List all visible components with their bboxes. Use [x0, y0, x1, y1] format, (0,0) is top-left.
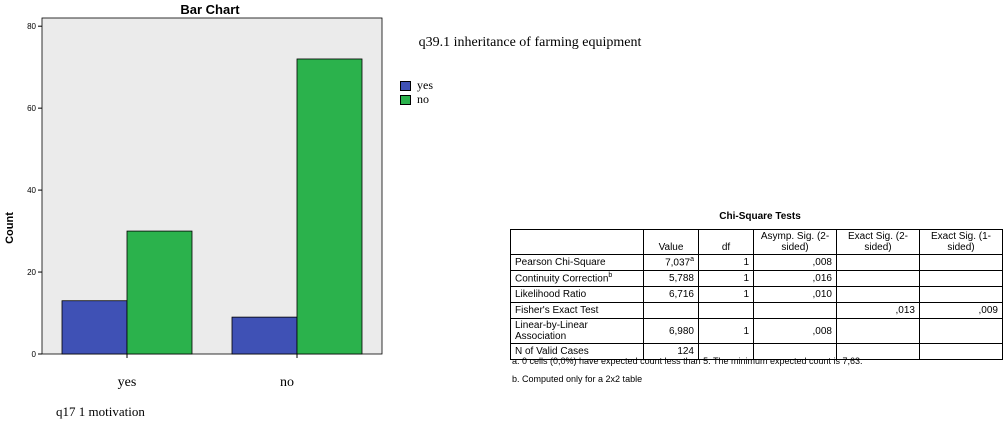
y-tick-label: 0 [32, 350, 37, 359]
cell-exact2 [836, 254, 920, 271]
cell-asymp: ,016 [753, 270, 837, 287]
cell-asymp [753, 302, 837, 319]
row-label: Linear-by-Linear Association [510, 318, 644, 344]
cell-df: 1 [698, 286, 754, 303]
cell-value [643, 302, 699, 319]
legend-item-no: no [400, 92, 429, 107]
cell-value: 5,788 [643, 270, 699, 287]
header-empty [510, 229, 644, 255]
header-exact-sig-1: Exact Sig. (1-sided) [919, 229, 1003, 255]
table-row: Likelihood Ratio 6,716 1 ,010 [510, 286, 1003, 303]
row-label: N of Valid Cases [510, 343, 644, 360]
cell-df: 1 [698, 318, 754, 344]
chart-title: Bar Chart [180, 2, 240, 17]
footnote-b: b. Computed only for a 2x2 table [512, 374, 643, 384]
bar-no-yes [126, 230, 193, 355]
cell-exact2 [836, 286, 920, 303]
table-row: Linear-by-Linear Association 6,980 1 ,00… [510, 318, 1003, 344]
cell-exact1 [919, 343, 1003, 360]
header-value: Value [643, 229, 699, 255]
header-exact-sig-2: Exact Sig. (2-sided) [836, 229, 920, 255]
table-row: Continuity Correctionb 5,788 1 ,016 [510, 270, 1003, 287]
cell-asymp: ,010 [753, 286, 837, 303]
cell-df [698, 302, 754, 319]
legend-label-no: no [417, 92, 429, 106]
table-header-row: Value df Asymp. Sig. (2-sided) Exact Sig… [510, 229, 1003, 255]
table-row: Pearson Chi-Square 7,037a 1 ,008 [510, 254, 1003, 271]
y-tick-label: 60 [27, 104, 36, 113]
cell-exact1 [919, 318, 1003, 344]
y-tick-label: 40 [27, 186, 36, 195]
cell-exact2: ,013 [836, 302, 920, 319]
bar-no-no [296, 58, 363, 355]
cell-exact2 [836, 318, 920, 344]
cell-exact1 [919, 254, 1003, 271]
x-tick-label: no [280, 375, 294, 390]
header-asymp-sig: Asymp. Sig. (2-sided) [753, 229, 837, 255]
cell-value: 6,716 [643, 286, 699, 303]
cell-df: 1 [698, 254, 754, 271]
legend-swatch-no [400, 95, 411, 106]
cell-exact1: ,009 [919, 302, 1003, 319]
y-tick-label: 80 [27, 22, 36, 31]
cell-df: 1 [698, 270, 754, 287]
bar-yes-yes [61, 300, 128, 355]
y-tick-label: 20 [27, 268, 36, 277]
cell-exact1 [919, 286, 1003, 303]
x-axis-label: q17 1 motivation [56, 404, 145, 419]
legend-label-yes: yes [417, 78, 433, 92]
bar-yes-no [231, 316, 298, 355]
cell-asymp: ,008 [753, 254, 837, 271]
table-row: N of Valid Cases 124 [510, 343, 1003, 360]
footnote-a: a. 0 cells (0,0%) have expected count le… [512, 356, 863, 366]
chi-square-table: Value df Asymp. Sig. (2-sided) Exact Sig… [510, 229, 1003, 360]
cell-asymp: ,008 [753, 318, 837, 344]
row-label: Fisher's Exact Test [510, 302, 644, 319]
legend-swatch-yes [400, 81, 411, 92]
x-tick-label: yes [118, 375, 137, 390]
table-row: Fisher's Exact Test ,013 ,009 [510, 302, 1003, 319]
cell-exact2 [836, 270, 920, 287]
legend-title: q39.1 inheritance of farming equipment [418, 35, 642, 50]
row-label: Likelihood Ratio [510, 286, 644, 303]
legend-item-yes: yes [400, 78, 433, 93]
header-df: df [698, 229, 754, 255]
row-label: Pearson Chi-Square [510, 254, 644, 271]
cell-value: 7,037a [643, 254, 699, 271]
cell-exact1 [919, 270, 1003, 287]
cell-value: 6,980 [643, 318, 699, 344]
table-title: Chi-Square Tests [719, 211, 801, 222]
row-label: Continuity Correctionb [510, 270, 644, 287]
